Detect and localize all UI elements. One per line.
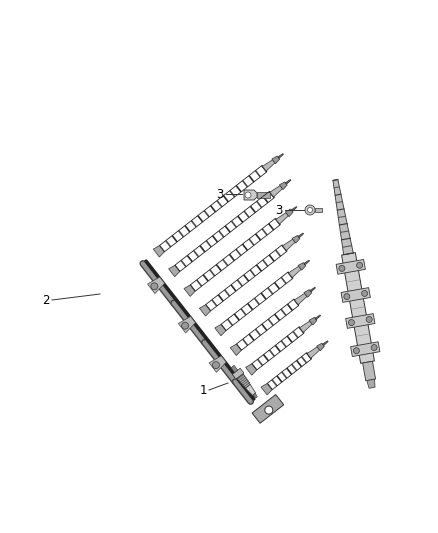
Polygon shape [285,209,293,216]
Circle shape [353,348,360,354]
Polygon shape [279,182,287,190]
Polygon shape [278,154,283,158]
Polygon shape [304,260,310,265]
Polygon shape [300,321,312,333]
Circle shape [366,317,372,322]
Polygon shape [309,317,317,325]
Polygon shape [252,394,284,423]
Polygon shape [257,192,270,198]
Polygon shape [262,160,275,171]
Polygon shape [346,313,375,328]
Polygon shape [298,233,304,238]
Polygon shape [341,288,371,302]
Polygon shape [231,366,238,373]
Circle shape [212,361,219,369]
Polygon shape [209,356,226,373]
Polygon shape [289,266,301,278]
Polygon shape [317,343,325,351]
Polygon shape [148,277,165,294]
Polygon shape [237,374,250,388]
Polygon shape [261,384,272,395]
Polygon shape [307,347,320,358]
Polygon shape [169,265,180,277]
Polygon shape [292,236,300,243]
Polygon shape [333,180,353,255]
Polygon shape [291,206,297,212]
Polygon shape [350,342,380,357]
Polygon shape [246,384,256,395]
Circle shape [151,283,158,290]
Circle shape [307,207,312,213]
Polygon shape [244,190,257,200]
Text: 3: 3 [217,188,224,200]
Circle shape [182,322,189,329]
Polygon shape [336,260,365,274]
Circle shape [265,406,273,414]
Polygon shape [315,315,321,320]
Polygon shape [315,208,322,212]
Circle shape [245,192,251,198]
Circle shape [371,345,377,351]
Polygon shape [232,368,244,379]
Circle shape [305,205,315,215]
Circle shape [362,290,367,296]
Polygon shape [298,263,306,270]
Polygon shape [246,364,257,375]
Polygon shape [322,341,328,345]
Polygon shape [215,325,226,336]
Circle shape [348,320,354,326]
Polygon shape [270,185,283,197]
Circle shape [339,265,345,271]
Polygon shape [253,393,258,398]
Text: 3: 3 [276,204,283,216]
Text: 1: 1 [199,384,207,397]
Polygon shape [294,293,307,305]
Polygon shape [285,180,291,184]
Polygon shape [178,317,195,333]
Polygon shape [184,285,195,296]
Polygon shape [276,213,288,224]
Polygon shape [342,253,374,364]
Polygon shape [272,156,280,164]
Polygon shape [367,379,375,388]
Polygon shape [153,246,164,257]
Polygon shape [283,239,295,251]
Text: 2: 2 [42,294,50,306]
Circle shape [344,294,350,300]
Polygon shape [230,344,241,356]
Polygon shape [363,361,376,381]
Polygon shape [304,289,312,297]
Polygon shape [310,287,315,292]
Polygon shape [199,305,210,316]
Circle shape [357,262,363,268]
